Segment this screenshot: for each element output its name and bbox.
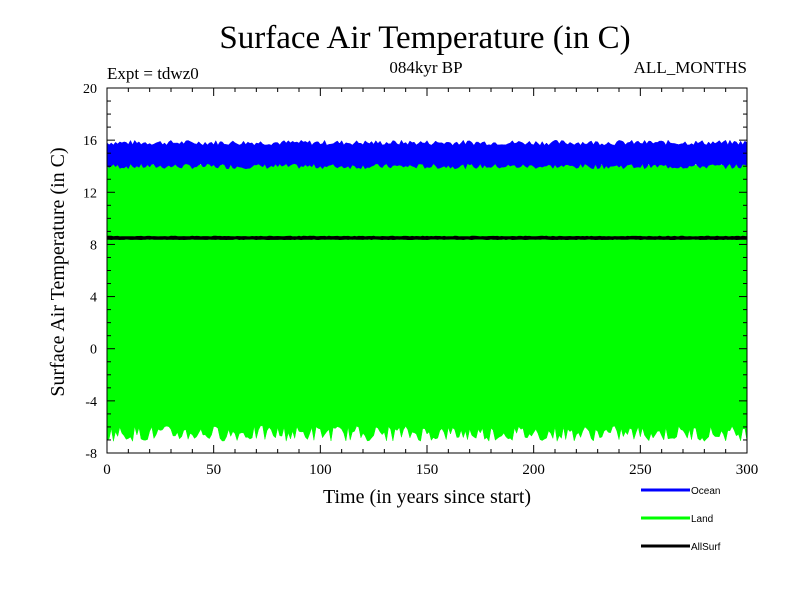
y-tick-label: 20	[83, 82, 97, 97]
x-tick-label: 300	[736, 462, 759, 478]
y-tick-label: 0	[90, 343, 97, 358]
plot-area	[106, 139, 748, 443]
y-axis: -8 -4 0 4 8 12 16 20	[83, 82, 747, 462]
y-tick-label: 16	[83, 134, 97, 149]
chart-title: Surface Air Temperature (in C)	[219, 20, 630, 56]
legend: Ocean Land AllSurf	[641, 486, 721, 553]
legend-label-allsurf: AllSurf	[691, 542, 721, 553]
months-label: ALL_MONTHS	[634, 58, 747, 77]
y-tick-label: 12	[83, 186, 97, 201]
y-tick-label: -8	[85, 447, 97, 462]
y-tick-label: -4	[85, 395, 97, 410]
x-tick-label: 100	[309, 462, 332, 478]
x-tick-label: 250	[629, 462, 652, 478]
plot-frame	[106, 87, 748, 454]
y-tick-label: 8	[90, 238, 97, 253]
x-tick-label: 150	[416, 462, 439, 478]
experiment-label: Expt = tdwz0	[107, 64, 199, 83]
period-label: 084kyr BP	[389, 58, 462, 77]
legend-label-ocean: Ocean	[691, 486, 720, 497]
x-axis-label: Time (in years since start)	[323, 486, 531, 508]
legend-label-land: Land	[691, 514, 713, 525]
series-land-band	[106, 161, 748, 443]
series-ocean-band	[106, 139, 748, 170]
x-tick-label: 50	[206, 462, 221, 478]
x-axis: 0 50 100 150 200 250 300	[103, 88, 758, 478]
x-tick-label: 0	[103, 462, 111, 478]
x-tick-label: 200	[522, 462, 545, 478]
y-axis-label: Surface Air Temperature (in C)	[47, 147, 69, 396]
y-tick-label: 4	[90, 291, 97, 306]
series-allsurf-band	[106, 235, 748, 241]
